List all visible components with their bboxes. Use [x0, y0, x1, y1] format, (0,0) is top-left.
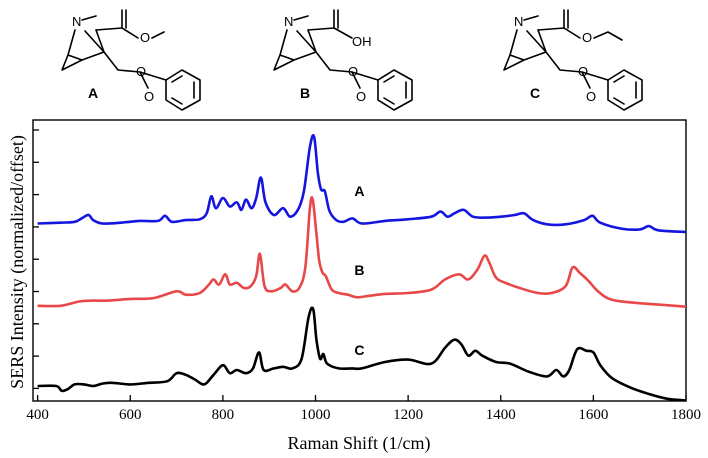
methyl-bond: [523, 15, 539, 21]
nitrogen-atom: N: [514, 14, 523, 29]
y-axis-title: SERS Intensity (normalized/offset): [7, 135, 28, 389]
benzoate-oxygen: O: [348, 64, 358, 79]
structure-a: N O O O A: [61, 9, 201, 111]
x-tick-label-1000: 1000: [301, 407, 331, 423]
x-tick-label-1600: 1600: [578, 407, 608, 423]
benzene-ring: [377, 69, 413, 111]
benzoate-bonds: [545, 51, 609, 89]
spectrum-line-a: [37, 134, 687, 234]
benzene-double-bonds: [171, 75, 195, 105]
nitrogen-atom: N: [284, 14, 293, 29]
structure-label-c: C: [530, 85, 540, 101]
ester-oxygen: O: [140, 30, 150, 45]
methyl-bond: [81, 15, 97, 21]
x-tick-label-1400: 1400: [486, 407, 516, 423]
benzene-ring: [165, 69, 201, 111]
bicyclic-ring: [273, 29, 317, 71]
benzoate-bonds: [315, 51, 379, 89]
nitrogen-atom: N: [72, 14, 81, 29]
structure-c: N O O O C: [503, 9, 643, 111]
x-tick-label-800: 800: [212, 407, 235, 423]
series-label-a: A: [354, 183, 364, 199]
spectrum-line-b: [37, 196, 687, 308]
x-tick-label-1200: 1200: [393, 407, 423, 423]
structure-label-b: B: [300, 85, 310, 101]
x-tick-label-400: 400: [26, 407, 49, 423]
x-axis-tick-labels: 400 600 800 1000 1200 1400 1600 1800: [26, 407, 701, 423]
series-labels: A B C: [354, 183, 364, 358]
x-axis-title: Raman Shift (1/cm): [288, 433, 431, 454]
acid-hydroxyl: OH: [352, 34, 372, 49]
x-tick-label-1800: 1800: [671, 407, 701, 423]
benzoate-bonds: [103, 51, 167, 89]
x-tick-label-600: 600: [119, 407, 142, 423]
x-axis-ticks: [36, 395, 687, 401]
benzene-double-bonds: [613, 75, 637, 105]
carbonyl-oxygen: O: [356, 89, 366, 104]
acid-bonds: [307, 9, 353, 39]
ester-oxygen: O: [582, 30, 592, 45]
spectra: [37, 134, 687, 402]
carbonyl-oxygen: O: [144, 89, 154, 104]
carbonyl-oxygen: O: [586, 89, 596, 104]
benzene-double-bonds: [383, 75, 407, 105]
benzoate-oxygen: O: [578, 64, 588, 79]
structure-b: N OH O O B: [273, 9, 413, 111]
series-label-b: B: [354, 262, 364, 278]
bicyclic-ring: [503, 29, 547, 71]
ester-bonds: [95, 9, 165, 39]
spectrum-line-c: [37, 306, 687, 402]
bicyclic-ring: [61, 29, 105, 71]
ester-bonds: [537, 9, 623, 41]
benzoate-oxygen: O: [136, 64, 146, 79]
methyl-bond: [293, 15, 309, 21]
y-axis-ticks: [33, 129, 39, 390]
benzene-ring: [607, 69, 643, 111]
series-label-c: C: [354, 342, 364, 358]
structure-label-a: A: [88, 85, 98, 101]
plot-frame: [32, 119, 687, 402]
